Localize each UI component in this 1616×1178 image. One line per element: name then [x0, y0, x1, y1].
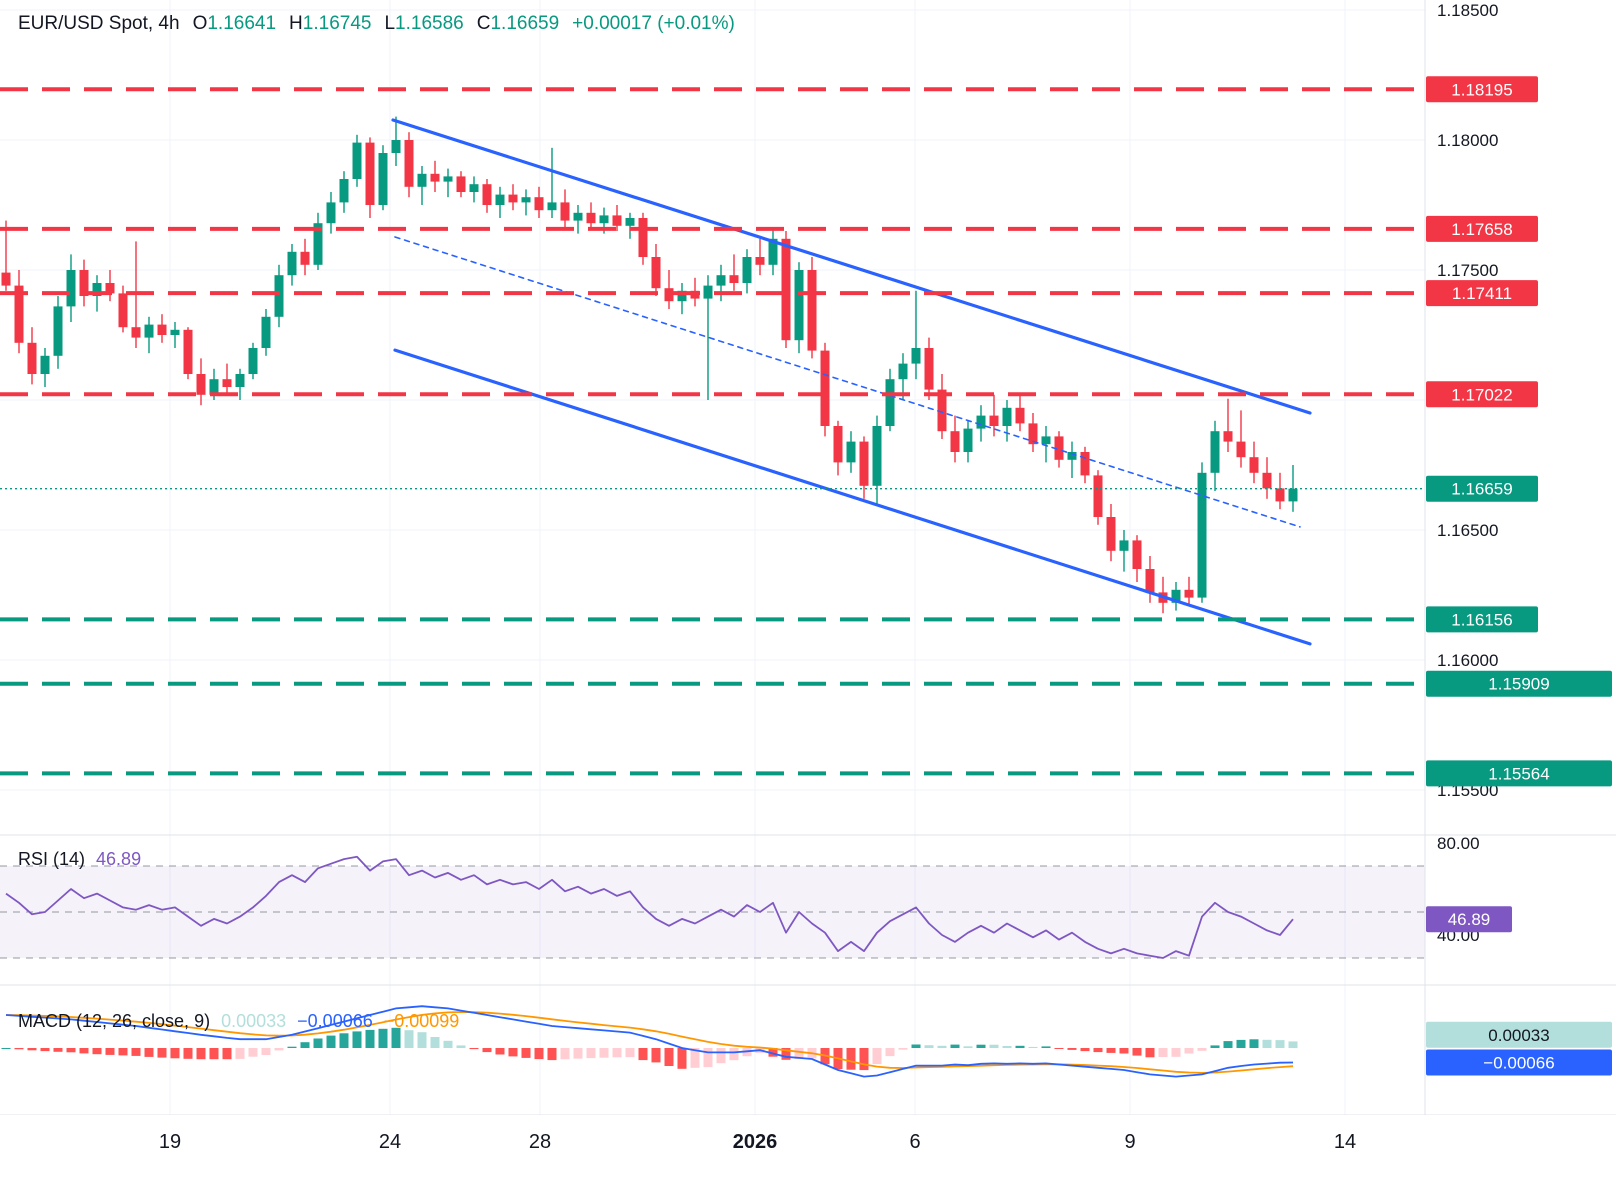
candlestick-series[interactable] [1, 116, 1298, 614]
ohlc-open: O1.16641 [192, 13, 277, 34]
macd-value-badge: −0.00066 [1426, 1049, 1612, 1076]
price-tick-label: 1.18500 [1437, 1, 1498, 20]
price-gridlines [0, 9, 1425, 791]
rsi-tick-label: 80.00 [1437, 834, 1480, 853]
price-levels[interactable] [0, 87, 1425, 776]
svg-text:1.16156: 1.16156 [1451, 610, 1512, 629]
ohlc-low: L1.16586 [384, 13, 464, 34]
price-tick-label: 1.16500 [1437, 521, 1498, 540]
last-price-badge: 1.16659 [1426, 475, 1538, 502]
macd-title[interactable]: MACD (12, 26, close, 9) [18, 1011, 211, 1031]
symbol-title[interactable]: EUR/USD Spot, 4h [18, 13, 180, 34]
svg-text:1.18195: 1.18195 [1451, 80, 1512, 99]
svg-text:1.15564: 1.15564 [1488, 764, 1549, 783]
price-change: +0.00017 (+0.01%) [572, 13, 735, 34]
ohlc-high: H1.16745 [289, 13, 372, 34]
level-badge-1.17658: 1.17658 [1426, 215, 1538, 242]
svg-text:1.17658: 1.17658 [1451, 220, 1512, 239]
svg-text:−0.00066: −0.00066 [1483, 1054, 1554, 1073]
macd-hist-badge: 0.00033 [1426, 1021, 1612, 1048]
ohlc-close: C1.16659 [476, 13, 560, 34]
level-badge-1.18195: 1.18195 [1426, 76, 1538, 103]
time-axis-label: 14 [1333, 1131, 1357, 1153]
time-axis-label: 28 [528, 1131, 552, 1153]
price-scale[interactable]: 1.185001.180001.175001.165001.160001.155… [1437, 1, 1498, 945]
time-axis-label: 9 [1124, 1131, 1136, 1153]
time-axis-label: 19 [158, 1131, 182, 1153]
price-tick-label: 1.17500 [1437, 261, 1498, 280]
price-tick-label: 1.16000 [1437, 651, 1498, 670]
macd-main-line [5, 1005, 1294, 1078]
macd-signal-line [5, 1011, 1294, 1074]
rsi-band [0, 865, 1425, 959]
price-tick-label: 1.18000 [1437, 131, 1498, 150]
svg-text:1.17022: 1.17022 [1451, 385, 1512, 404]
time-gridlines [169, 0, 1346, 1115]
rsi-title[interactable]: RSI (14) [18, 849, 86, 869]
macd-line-value: −0.00066 [297, 1011, 373, 1031]
macd-lines[interactable] [5, 1005, 1294, 1078]
svg-text:0.00033: 0.00033 [1488, 1026, 1549, 1045]
level-badge-1.15909: 1.15909 [1426, 670, 1612, 697]
rsi-value: 46.89 [96, 849, 142, 869]
symbol-header: EUR/USD Spot, 4h O1.16641 H1.16745 L1.16… [18, 13, 735, 35]
macd-signal-value: −0.00099 [383, 1011, 460, 1031]
level-badge-1.16156: 1.16156 [1426, 606, 1538, 633]
svg-text:46.89: 46.89 [1448, 910, 1491, 929]
macd-hist-value: 0.00033 [221, 1011, 287, 1031]
svg-text:1.16659: 1.16659 [1451, 480, 1512, 499]
level-badge-1.15564: 1.15564 [1426, 760, 1612, 787]
time-axis-label: 6 [909, 1131, 921, 1153]
rsi-legend: RSI (14) 46.89 [18, 849, 141, 870]
trend-channel[interactable] [391, 118, 1312, 646]
svg-text:1.17411: 1.17411 [1452, 284, 1512, 303]
level-badge-1.17411: 1.17411 [1426, 280, 1538, 307]
macd-legend: MACD (12, 26, close, 9) 0.00033 −0.00066… [18, 1011, 459, 1032]
rsi-value-badge: 46.89 [1426, 906, 1512, 933]
time-axis-label: 2026 [732, 1131, 778, 1153]
level-badge-1.17022: 1.17022 [1426, 381, 1538, 408]
rsi-plot[interactable] [5, 855, 1294, 959]
time-axis[interactable]: 19 24 28 2026 6 9 14 [0, 1115, 1616, 1178]
time-axis-label: 24 [378, 1131, 402, 1153]
svg-text:1.15909: 1.15909 [1488, 675, 1549, 694]
